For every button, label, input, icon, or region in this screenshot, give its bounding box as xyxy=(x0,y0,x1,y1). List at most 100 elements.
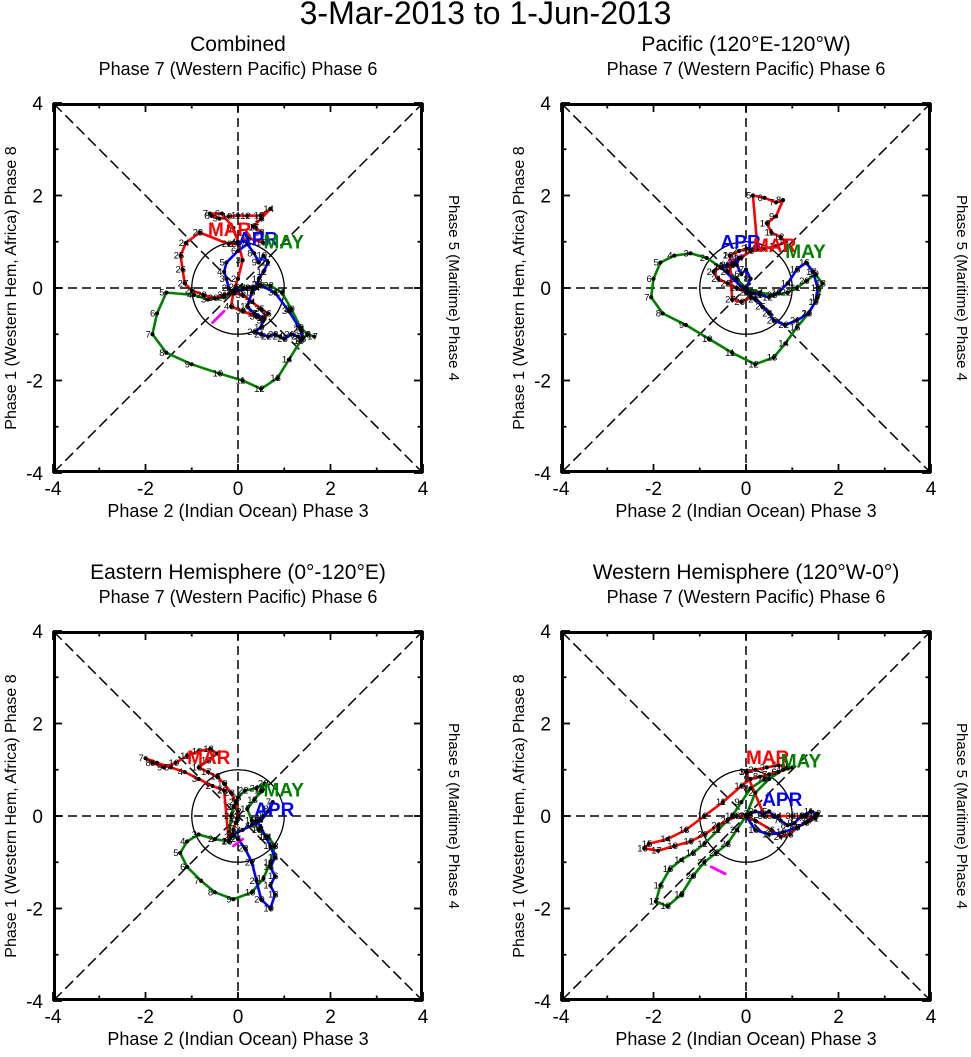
svg-text:MAY: MAY xyxy=(785,242,826,263)
svg-text:4: 4 xyxy=(32,94,43,115)
svg-text:19: 19 xyxy=(263,904,274,915)
svg-text:4: 4 xyxy=(667,251,672,262)
svg-text:12: 12 xyxy=(748,359,759,370)
svg-text:13: 13 xyxy=(767,352,778,363)
svg-text:9: 9 xyxy=(226,894,231,905)
svg-text:4: 4 xyxy=(540,622,551,643)
svg-text:4: 4 xyxy=(32,622,43,643)
svg-text:24: 24 xyxy=(730,825,741,836)
svg-text:28: 28 xyxy=(217,786,228,797)
svg-text:26: 26 xyxy=(222,836,233,847)
svg-text:9: 9 xyxy=(734,797,739,808)
svg-text:11: 11 xyxy=(725,348,735,359)
svg-text:4: 4 xyxy=(418,1007,429,1028)
svg-text:9: 9 xyxy=(157,762,162,773)
svg-text:2: 2 xyxy=(325,479,336,500)
svg-text:6: 6 xyxy=(767,811,772,822)
svg-text:-2: -2 xyxy=(137,1007,154,1028)
svg-text:18: 18 xyxy=(811,283,822,294)
svg-text:30: 30 xyxy=(282,306,293,317)
svg-text:5: 5 xyxy=(159,288,164,299)
svg-text:0: 0 xyxy=(32,807,43,828)
svg-text:APR: APR xyxy=(254,800,294,821)
svg-text:2: 2 xyxy=(231,274,236,285)
svg-text:MAY: MAY xyxy=(263,781,304,802)
svg-text:17: 17 xyxy=(651,846,662,857)
svg-text:-2: -2 xyxy=(26,900,43,921)
svg-text:20: 20 xyxy=(697,830,708,841)
svg-text:18: 18 xyxy=(268,890,279,901)
svg-text:14: 14 xyxy=(674,855,685,866)
svg-text:6: 6 xyxy=(150,758,155,769)
svg-text:0: 0 xyxy=(233,479,244,500)
svg-text:-2: -2 xyxy=(534,900,551,921)
svg-text:-2: -2 xyxy=(137,479,154,500)
svg-text:17: 17 xyxy=(649,897,660,908)
svg-text:14: 14 xyxy=(263,204,274,215)
svg-text:-2: -2 xyxy=(645,479,662,500)
svg-text:3: 3 xyxy=(192,830,197,841)
svg-text:2: 2 xyxy=(700,253,705,264)
svg-text:20: 20 xyxy=(801,308,812,319)
svg-text:17: 17 xyxy=(806,267,817,278)
svg-text:32: 32 xyxy=(254,281,265,292)
svg-text:22: 22 xyxy=(245,857,256,868)
svg-text:2: 2 xyxy=(325,1007,336,1028)
svg-text:9: 9 xyxy=(185,359,190,370)
svg-text:2: 2 xyxy=(32,715,43,736)
svg-text:0: 0 xyxy=(233,1007,244,1028)
svg-text:25: 25 xyxy=(174,251,185,262)
svg-text:4: 4 xyxy=(540,94,551,115)
svg-text:6: 6 xyxy=(150,308,155,319)
svg-text:10: 10 xyxy=(734,781,745,792)
svg-text:0: 0 xyxy=(741,1007,752,1028)
svg-text:15: 15 xyxy=(663,864,674,875)
svg-text:13: 13 xyxy=(686,848,697,859)
svg-text:8: 8 xyxy=(208,887,213,898)
svg-text:10: 10 xyxy=(702,334,713,345)
svg-text:23: 23 xyxy=(721,839,732,850)
svg-text:26: 26 xyxy=(176,265,187,276)
svg-text:-2: -2 xyxy=(26,372,43,393)
svg-text:2: 2 xyxy=(208,834,213,845)
svg-text:21: 21 xyxy=(250,876,261,887)
svg-text:2: 2 xyxy=(833,1007,844,1028)
svg-text:14: 14 xyxy=(282,355,293,366)
svg-text:5: 5 xyxy=(746,191,751,202)
svg-text:33: 33 xyxy=(240,283,251,294)
svg-text:34: 34 xyxy=(226,288,237,299)
svg-text:17: 17 xyxy=(762,830,773,841)
svg-text:10: 10 xyxy=(213,369,224,380)
svg-text:0: 0 xyxy=(540,807,551,828)
svg-text:12: 12 xyxy=(697,811,708,822)
svg-text:7: 7 xyxy=(644,292,649,303)
svg-text:16: 16 xyxy=(776,827,787,838)
svg-text:8: 8 xyxy=(776,195,781,206)
svg-text:16: 16 xyxy=(653,880,664,891)
svg-text:3: 3 xyxy=(236,255,241,266)
svg-text:-4: -4 xyxy=(553,479,570,500)
svg-text:20: 20 xyxy=(254,894,265,905)
svg-text:-4: -4 xyxy=(534,992,551,1013)
svg-text:2: 2 xyxy=(32,187,43,208)
svg-text:14: 14 xyxy=(781,278,792,289)
svg-text:21: 21 xyxy=(790,283,801,294)
svg-text:7: 7 xyxy=(774,816,779,827)
svg-text:MAR: MAR xyxy=(187,748,231,769)
svg-text:-4: -4 xyxy=(45,1007,62,1028)
svg-text:0: 0 xyxy=(540,279,551,300)
svg-text:27: 27 xyxy=(714,262,725,273)
svg-text:8: 8 xyxy=(753,772,758,783)
svg-text:7: 7 xyxy=(145,329,150,340)
svg-text:40: 40 xyxy=(224,302,235,313)
svg-text:4: 4 xyxy=(926,479,937,500)
svg-text:2: 2 xyxy=(748,788,753,799)
svg-text:11: 11 xyxy=(236,376,246,387)
svg-text:6: 6 xyxy=(647,274,652,285)
svg-text:-4: -4 xyxy=(534,464,551,485)
svg-text:21: 21 xyxy=(697,857,708,868)
svg-text:14: 14 xyxy=(778,339,789,350)
svg-text:4: 4 xyxy=(926,1007,937,1028)
svg-text:5: 5 xyxy=(219,258,224,269)
svg-text:19: 19 xyxy=(739,811,750,822)
